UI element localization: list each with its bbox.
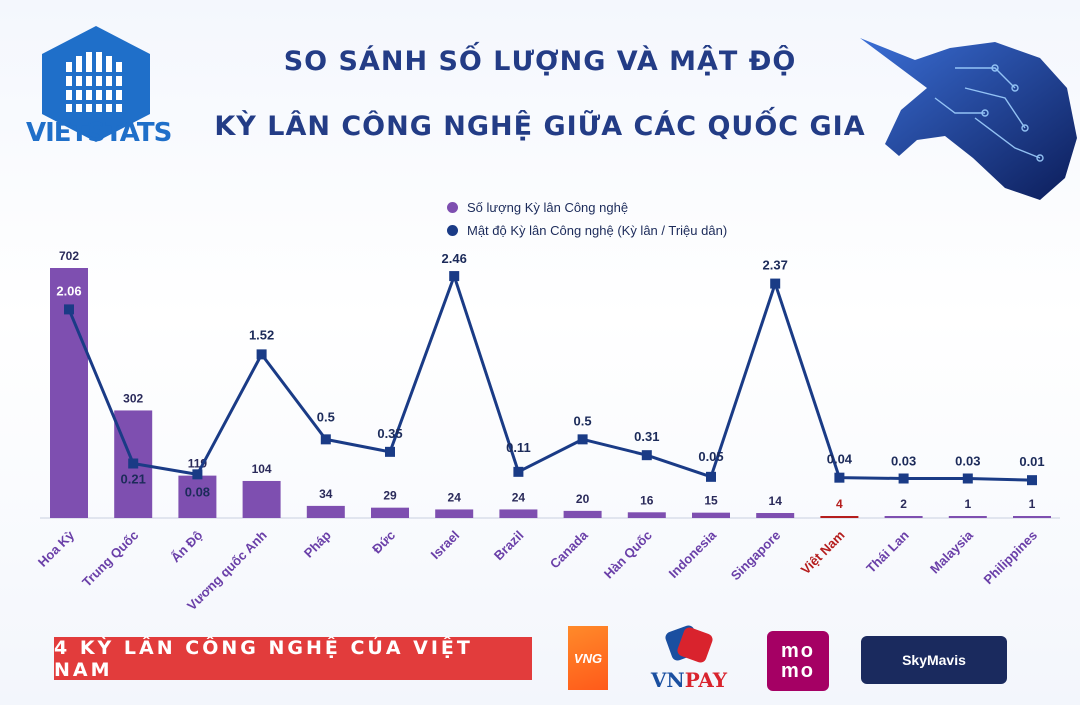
bar-6 <box>435 509 474 518</box>
density-value-label-11: 2.37 <box>763 258 788 273</box>
bar-value-label-10: 15 <box>704 494 718 508</box>
bar-value-label-3: 104 <box>252 462 272 476</box>
density-value-label-0: 2.06 <box>56 283 81 298</box>
bar-value-label-8: 20 <box>576 492 590 506</box>
bar-3 <box>242 480 281 518</box>
bar-value-label-7: 24 <box>512 490 526 504</box>
bar-value-label-0: 702 <box>59 249 79 263</box>
vietstats-logo <box>42 26 150 142</box>
x-tick-label-6: Israel <box>428 528 463 563</box>
bar-value-label-9: 16 <box>640 493 654 507</box>
bar-12 <box>820 516 859 518</box>
x-tick-label-15: Philippines <box>980 528 1040 588</box>
x-tick-label-7: Brazil <box>491 528 527 564</box>
bar-value-label-6: 24 <box>448 490 462 504</box>
legend-item-count: Số lượng Kỳ lân Công nghệ <box>447 196 727 219</box>
density-point-8 <box>577 434 588 445</box>
legend-item-density: Mật độ Kỳ lân Công nghệ (Kỳ lân / Triệu … <box>447 219 727 242</box>
density-value-label-15: 0.01 <box>1019 454 1044 469</box>
density-point-4 <box>320 434 331 445</box>
vnpay-logo: VNPAY <box>648 622 730 692</box>
density-point-3 <box>256 349 267 360</box>
vng-logo: VNG <box>568 626 608 690</box>
density-point-2 <box>192 469 203 480</box>
bar-8 <box>563 510 602 518</box>
density-point-15 <box>1027 475 1037 486</box>
density-point-10 <box>706 471 716 482</box>
chart-legend: Số lượng Kỳ lân Công nghệ Mật độ Kỳ lân … <box>447 196 727 242</box>
x-tick-label-5: Đức <box>369 528 398 557</box>
legend-swatch-density <box>447 225 458 236</box>
density-point-7 <box>513 466 524 477</box>
x-tick-label-11: Singapore <box>728 528 784 584</box>
density-value-label-8: 0.5 <box>574 413 592 428</box>
density-value-label-6: 2.46 <box>442 251 467 266</box>
density-value-label-12: 0.04 <box>827 452 853 467</box>
bar-10 <box>692 512 730 518</box>
x-tick-label-13: Thái Lan <box>863 527 911 575</box>
x-tick-label-1: Trung Quốc <box>79 528 141 590</box>
x-tick-label-14: Malaysia <box>927 527 976 576</box>
legend-swatch-count <box>447 202 458 213</box>
density-point-1 <box>128 458 139 469</box>
momo-logo: mo mo <box>767 631 829 691</box>
density-series-line <box>67 274 1033 482</box>
x-tick-label-8: Canada <box>547 527 591 571</box>
x-tick-label-2: Ấn Độ <box>168 527 206 565</box>
bar-5 <box>371 507 409 518</box>
density-value-label-9: 0.31 <box>634 429 659 444</box>
bar-value-label-14: 1 <box>964 497 971 511</box>
bar-9 <box>627 512 666 518</box>
legend-label-density: Mật độ Kỳ lân Công nghệ (Kỳ lân / Triệu … <box>467 223 728 238</box>
density-value-label-5: 0.35 <box>377 426 402 441</box>
bar-7 <box>499 509 538 518</box>
x-tick-label-12: Việt Nam <box>798 528 848 578</box>
legend-label-count: Số lượng Kỳ lân Công nghệ <box>467 200 629 215</box>
density-point-14 <box>962 473 973 484</box>
density-value-label-2: 0.08 <box>185 484 210 499</box>
density-point-9 <box>641 450 652 461</box>
bar-value-label-4: 34 <box>319 487 333 501</box>
bar-14 <box>948 516 987 518</box>
bar-4 <box>306 505 345 518</box>
vietnam-unicorns-banner: 4 KỲ LÂN CÔNG NGHỆ CỦA VIỆT NAM <box>54 637 532 681</box>
bar-11 <box>756 513 795 518</box>
density-point-6 <box>449 271 460 282</box>
density-value-label-3: 1.52 <box>249 327 274 342</box>
density-value-label-4: 0.5 <box>317 409 335 424</box>
bar-15 <box>1013 516 1051 518</box>
density-value-label-14: 0.03 <box>955 454 980 469</box>
x-tick-label-10: Indonesia <box>666 527 720 581</box>
density-point-12 <box>834 472 845 483</box>
density-value-label-10: 0.05 <box>698 449 723 464</box>
brand-name: VIETSTATS <box>26 118 172 148</box>
x-tick-label-9: Hàn Quốc <box>601 528 655 582</box>
bar-value-label-1: 302 <box>123 391 143 405</box>
bar-value-label-5: 29 <box>383 489 397 503</box>
density-point-13 <box>898 473 909 484</box>
x-tick-label-4: Pháp <box>301 527 334 560</box>
density-point-0 <box>64 304 74 315</box>
chart-title-line2: KỲ LÂN CÔNG NGHỆ GIỮA CÁC QUỐC GIA <box>214 111 866 142</box>
bar-value-label-13: 2 <box>900 497 907 511</box>
chart-title-line1: SO SÁNH SỐ LƯỢNG VÀ MẬT ĐỘ <box>283 46 797 77</box>
density-value-label-1: 0.21 <box>121 472 146 487</box>
bar-value-label-12: 4 <box>836 497 843 511</box>
bar-13 <box>884 516 923 518</box>
density-value-label-7: 0.11 <box>506 440 531 455</box>
density-point-11 <box>770 278 781 289</box>
unicorn-head-illustration <box>860 38 1077 200</box>
bar-value-label-11: 14 <box>769 494 783 508</box>
bar-2 <box>178 475 217 518</box>
density-point-5 <box>385 446 395 457</box>
bar-value-label-15: 1 <box>1029 497 1036 511</box>
x-tick-label-0: Hoa Kỳ <box>35 527 78 570</box>
skymavis-logo: SkyMavis <box>861 636 1007 684</box>
density-value-label-13: 0.03 <box>891 454 916 469</box>
